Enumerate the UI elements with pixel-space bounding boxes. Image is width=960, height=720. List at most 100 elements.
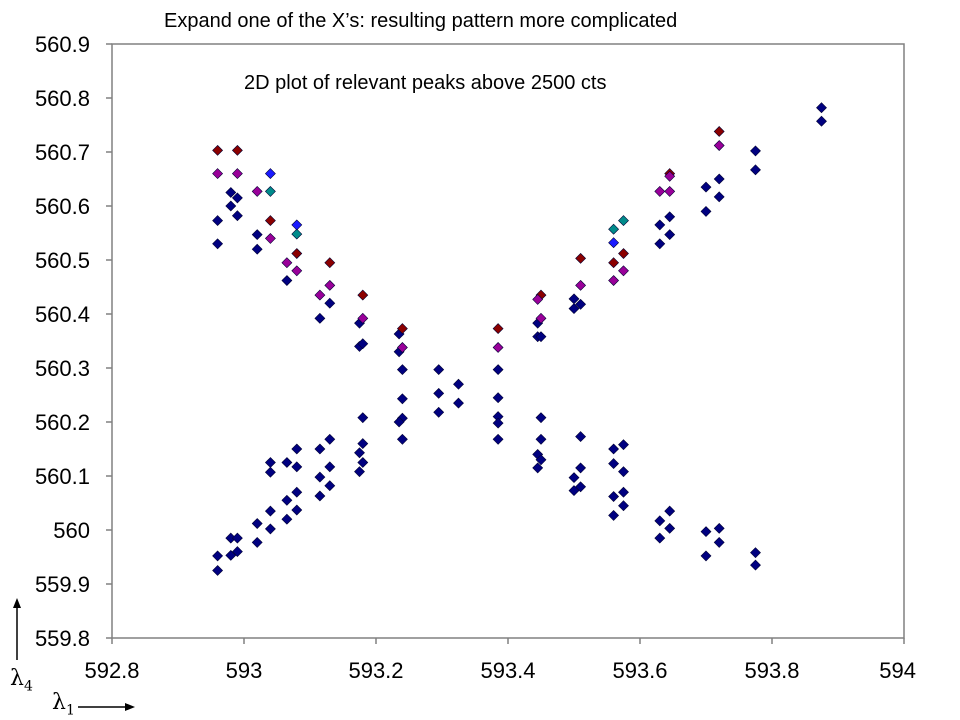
data-point	[664, 170, 676, 182]
data-point	[575, 298, 587, 310]
data-point	[396, 323, 408, 335]
data-point	[231, 144, 243, 156]
data-point	[212, 550, 224, 562]
y-axis-label: λ4	[10, 666, 33, 695]
data-point	[251, 185, 263, 197]
data-point	[212, 238, 224, 250]
y-arrow	[13, 598, 21, 660]
data-point	[291, 248, 303, 259]
data-point	[291, 461, 303, 473]
data-point	[608, 491, 620, 502]
data-point	[231, 532, 243, 544]
data-point	[664, 229, 676, 241]
data-point	[618, 248, 629, 259]
data-point	[664, 211, 676, 223]
data-point	[713, 126, 725, 137]
data-point	[212, 215, 224, 227]
x-tick-label: 593.8	[744, 658, 799, 683]
data-point	[264, 505, 276, 517]
data-point	[713, 140, 725, 151]
data-point	[357, 289, 369, 301]
data-point	[225, 187, 237, 198]
data-point	[281, 457, 293, 468]
data-point	[568, 303, 580, 315]
data-point	[618, 215, 629, 227]
data-point	[212, 168, 224, 180]
data-point	[324, 297, 336, 309]
x-tick-label: 593.4	[480, 658, 535, 683]
y-tick-label: 560.8	[35, 86, 90, 111]
data-point	[433, 387, 445, 399]
data-point	[314, 490, 326, 502]
y-tick-label: 560.4	[35, 302, 90, 327]
data-point	[608, 458, 620, 470]
data-point	[664, 505, 676, 517]
plot-area	[111, 43, 905, 639]
data-point	[492, 342, 504, 353]
y-tick-label: 560.5	[35, 248, 90, 273]
data-point	[291, 265, 303, 277]
data-point	[700, 526, 712, 538]
data-point	[492, 392, 504, 404]
y-tick-label: 560	[53, 518, 90, 543]
data-point	[654, 238, 666, 250]
data-point	[281, 513, 293, 525]
chart-title: 2D plot of relevant peaks above 2500 cts	[244, 72, 606, 94]
data-point	[291, 228, 303, 240]
data-point	[700, 550, 712, 562]
data-point	[575, 462, 587, 474]
data-point	[535, 412, 547, 424]
data-point	[492, 417, 504, 429]
data-point	[314, 312, 326, 324]
data-point	[212, 565, 224, 576]
data-point	[618, 265, 629, 277]
data-point	[264, 232, 276, 244]
data-point	[608, 509, 620, 521]
axis-ticks: 559.8 559.9 560 560.1 560.2 560.3 560.4 560.5 56…	[35, 32, 916, 683]
data-point	[453, 397, 464, 409]
x-tick-label: 592.8	[84, 658, 139, 683]
data-point	[281, 257, 293, 269]
data-point	[535, 454, 547, 466]
data-point	[750, 145, 761, 157]
y-tick-label: 560.9	[35, 32, 90, 57]
data-point	[713, 173, 725, 185]
data-point	[532, 293, 544, 305]
data-point	[251, 536, 263, 548]
data-point	[700, 181, 712, 193]
data-point	[291, 219, 303, 231]
data-point	[618, 486, 629, 498]
data-point	[225, 200, 237, 212]
data-points	[212, 102, 827, 576]
data-point	[354, 466, 365, 478]
data-point	[264, 466, 276, 478]
data-point	[212, 144, 224, 156]
data-point	[357, 457, 369, 468]
data-point	[575, 279, 587, 291]
data-point	[618, 466, 629, 478]
data-point	[492, 323, 504, 335]
y-tick-label: 560.1	[35, 464, 90, 489]
data-point	[291, 486, 303, 498]
y-tick-label: 559.9	[35, 572, 90, 597]
data-point	[324, 257, 336, 269]
data-point	[251, 229, 263, 241]
data-point	[618, 439, 629, 451]
data-point	[608, 223, 620, 235]
data-point	[264, 185, 276, 197]
x-axis-label: λ1	[52, 690, 75, 719]
data-point	[618, 500, 629, 512]
data-point	[575, 252, 587, 264]
data-point	[231, 210, 243, 222]
data-point	[608, 275, 620, 286]
data-point	[433, 406, 445, 418]
data-point	[324, 279, 336, 291]
data-point	[357, 312, 369, 324]
data-point	[251, 518, 263, 529]
x-arrow	[78, 703, 135, 711]
data-point	[314, 443, 326, 455]
data-point	[314, 471, 326, 483]
data-point	[568, 472, 580, 484]
data-point	[231, 546, 243, 558]
